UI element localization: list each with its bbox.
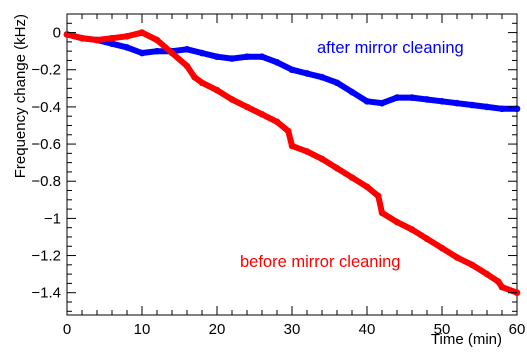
data-point — [273, 118, 281, 126]
data-point — [273, 59, 281, 66]
data-point — [258, 53, 266, 61]
data-point — [453, 99, 461, 107]
x-tick-label: 30 — [284, 321, 301, 338]
data-point — [108, 34, 116, 42]
data-point — [228, 55, 236, 62]
data-point — [168, 49, 176, 57]
data-point — [378, 99, 386, 107]
data-point — [198, 79, 206, 87]
y-tick-label: −0.2 — [31, 62, 61, 79]
data-point — [288, 142, 296, 150]
data-point — [348, 88, 356, 96]
data-point — [468, 101, 476, 109]
data-point — [453, 254, 461, 261]
data-point — [303, 148, 311, 155]
data-point — [153, 36, 161, 44]
x-tick-label: 60 — [509, 321, 526, 338]
data-point — [213, 53, 221, 61]
data-point — [393, 218, 401, 226]
data-point — [123, 32, 131, 40]
x-tick-label: 50 — [434, 321, 451, 338]
data-point — [378, 209, 386, 217]
data-point — [198, 49, 206, 57]
data-point — [363, 98, 371, 105]
data-point — [408, 226, 416, 233]
data-point — [318, 73, 326, 81]
data-point — [138, 29, 146, 36]
data-point — [153, 47, 161, 55]
data-point — [284, 127, 292, 135]
data-point — [333, 164, 341, 172]
data-point — [498, 105, 506, 113]
ticks-layer: 0 10 20 30 40 50 60 0 −0.2 −0.4 −0.6 −0.8 −1 −1.2 −1.4 — [31, 13, 526, 338]
y-tick-label: −1.2 — [31, 248, 61, 265]
data-point — [498, 283, 506, 291]
y-tick-label: −1.4 — [31, 285, 61, 302]
data-point — [138, 49, 146, 57]
data-point — [288, 66, 296, 74]
y-axis-title: Frequency change (kHz) — [12, 14, 29, 178]
data-point — [258, 111, 266, 118]
data-point — [213, 86, 221, 94]
series-layer — [63, 29, 521, 297]
data-point — [438, 244, 446, 252]
data-point — [393, 94, 401, 101]
x-tick-label: 20 — [209, 321, 226, 338]
data-point — [468, 261, 476, 269]
x-tick-label: 40 — [359, 321, 376, 338]
y-tick-label: −1 — [44, 210, 61, 227]
data-point — [423, 235, 431, 243]
before-mirror-cleaning-label: before mirror cleaning — [240, 253, 401, 271]
data-point — [191, 73, 198, 81]
data-point — [303, 70, 311, 77]
data-point — [494, 278, 502, 285]
data-point — [228, 96, 236, 103]
y-tick-label: −0.6 — [31, 136, 61, 153]
x-tick-label: 10 — [134, 321, 151, 338]
data-point — [108, 40, 116, 48]
series-before-mirror-cleaning — [63, 29, 521, 297]
data-point — [183, 46, 191, 53]
data-point — [363, 183, 371, 191]
x-axis-title: Time (min) — [431, 331, 502, 348]
data-point — [93, 36, 101, 44]
data-point — [123, 44, 131, 51]
data-point — [318, 155, 326, 163]
data-point — [78, 34, 86, 42]
y-tick-label: −0.8 — [31, 173, 61, 190]
data-point — [243, 103, 251, 111]
y-tick-label: 0 — [53, 25, 61, 42]
data-point — [483, 103, 491, 111]
data-point — [374, 192, 382, 200]
data-point — [423, 96, 431, 103]
y-tick-label: −0.4 — [31, 99, 61, 116]
data-point — [438, 98, 446, 105]
data-point — [183, 62, 191, 70]
data-point — [333, 79, 341, 87]
data-point — [483, 270, 491, 278]
data-point — [408, 94, 416, 101]
data-point — [243, 53, 251, 61]
after-mirror-cleaning-label: after mirror cleaning — [317, 39, 464, 57]
data-point — [348, 174, 356, 181]
x-tick-label: 0 — [63, 321, 71, 338]
